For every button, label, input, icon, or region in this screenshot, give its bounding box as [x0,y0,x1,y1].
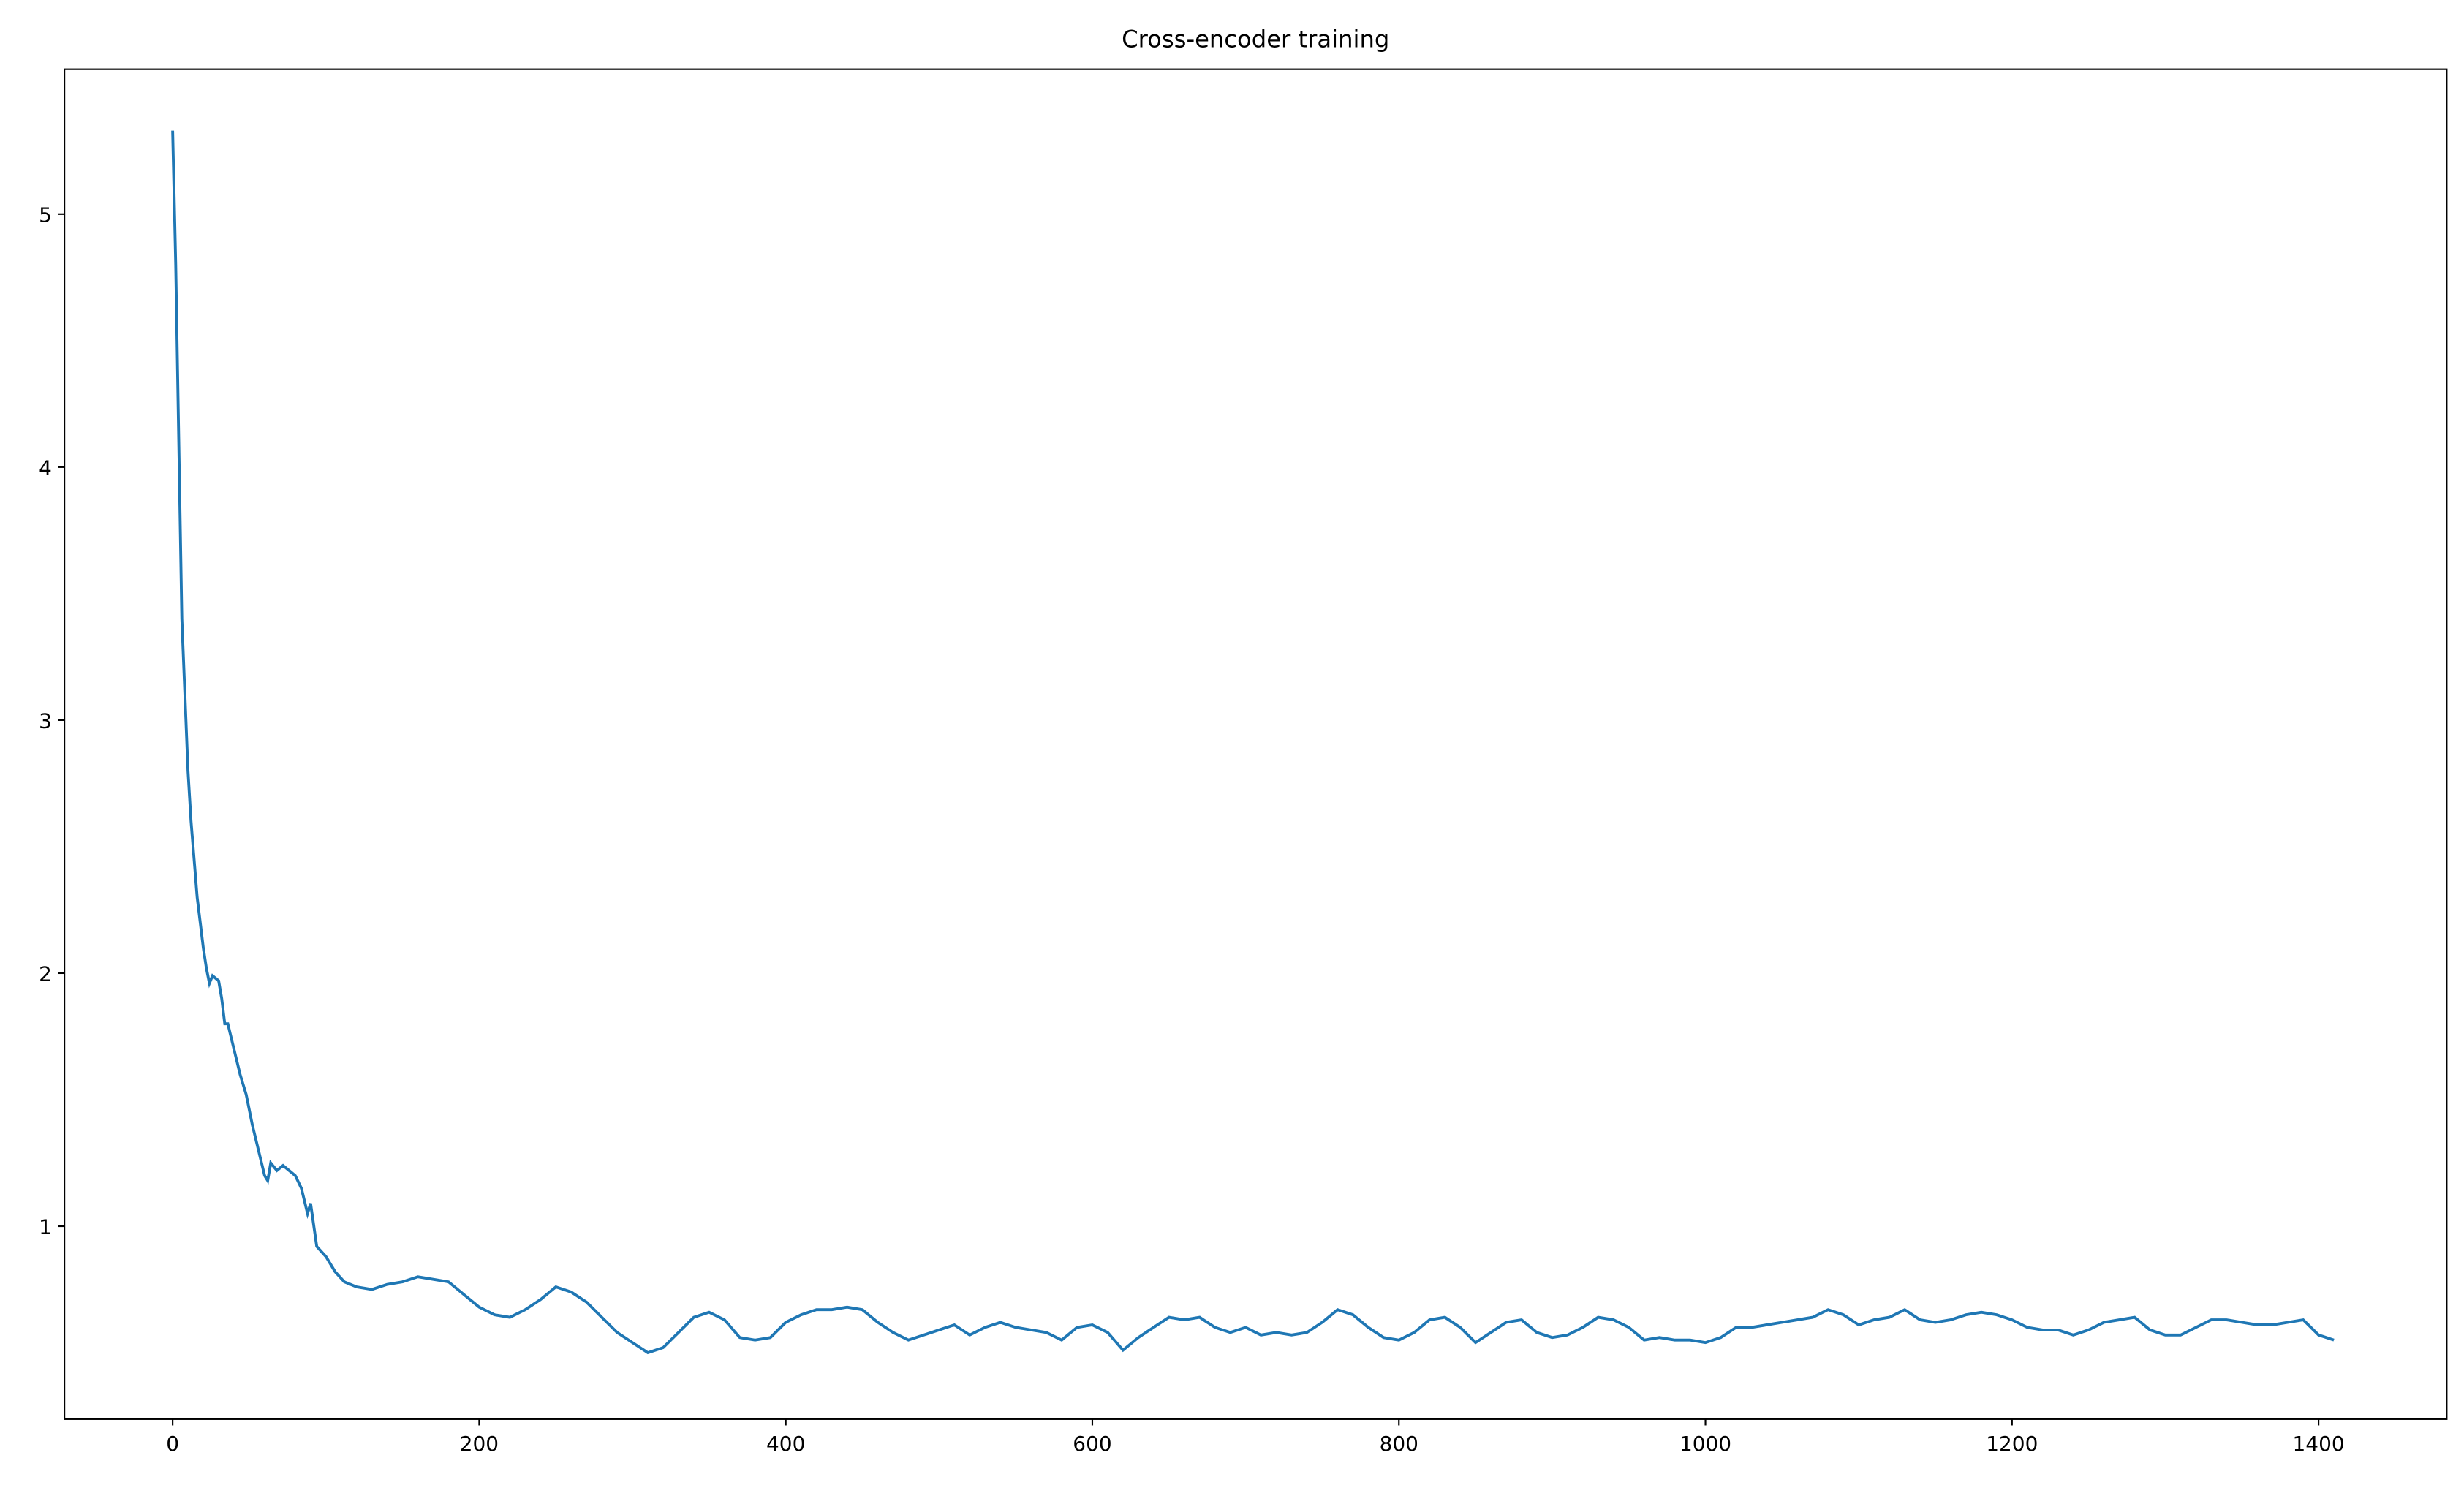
x-tick-label: 400 [766,1432,805,1456]
y-tick-label: 1 [39,1215,52,1239]
x-tick-label: 1200 [1986,1432,2038,1456]
chart-title: Cross-encoder training [1122,26,1389,53]
line-series [171,130,2335,1355]
x-tick-label: 600 [1073,1432,1111,1456]
plot-frame [64,68,2448,1420]
x-tick-label: 800 [1380,1432,1418,1456]
x-tick-label: 1000 [1679,1432,1731,1456]
x-tick-label: 0 [166,1432,179,1456]
y-tick-label: 4 [39,456,52,480]
y-tick-label: 5 [39,203,52,227]
y-tick-label: 3 [39,709,52,733]
x-tick-label: 1400 [2293,1432,2345,1456]
x-tick-label: 200 [460,1432,499,1456]
y-tick-label: 2 [39,962,52,986]
